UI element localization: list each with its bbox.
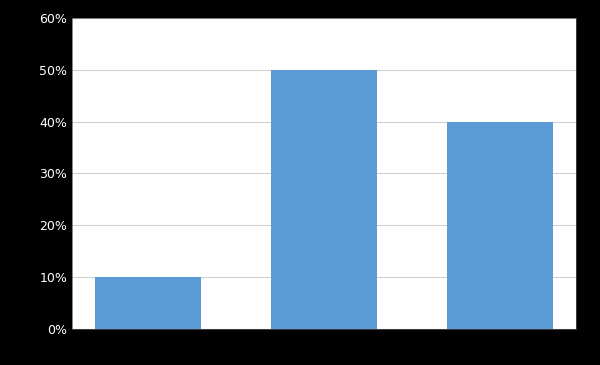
Bar <box>95 277 200 328</box>
Bar <box>448 122 553 328</box>
Bar <box>271 70 377 328</box>
